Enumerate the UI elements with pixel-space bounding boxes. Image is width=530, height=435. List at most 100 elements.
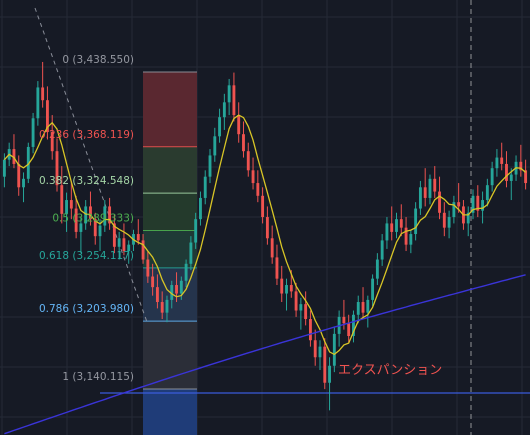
candle-body bbox=[285, 285, 288, 294]
candle-body bbox=[409, 234, 413, 245]
candle-body bbox=[2, 159, 6, 177]
candle-body bbox=[98, 225, 102, 237]
candle-body bbox=[232, 85, 236, 116]
candle-body bbox=[26, 146, 30, 179]
candle-body bbox=[45, 100, 49, 133]
candle-body bbox=[170, 285, 174, 300]
candle-body bbox=[141, 240, 145, 260]
candle-body bbox=[457, 202, 461, 207]
candle-body bbox=[438, 191, 441, 213]
candle-body bbox=[280, 278, 284, 294]
fib-level-label: 0.236 (3,368.119) bbox=[39, 129, 134, 141]
candle-body bbox=[261, 195, 265, 218]
candle-body bbox=[112, 223, 116, 247]
candle-body bbox=[447, 217, 451, 228]
candle-body bbox=[227, 85, 231, 103]
candle-body bbox=[12, 149, 16, 164]
candle-body bbox=[342, 316, 346, 324]
fib-zone bbox=[143, 321, 197, 389]
candle-body bbox=[371, 278, 375, 300]
candle-body bbox=[481, 200, 485, 211]
candle-body bbox=[414, 208, 418, 235]
candle-body bbox=[265, 217, 269, 239]
candle-body bbox=[375, 259, 379, 279]
fib-extension-zone bbox=[143, 389, 197, 435]
candle-body bbox=[495, 157, 499, 169]
candle-body bbox=[199, 197, 202, 220]
candle-body bbox=[299, 304, 303, 311]
candle-body bbox=[184, 263, 188, 281]
fib-zone bbox=[143, 230, 197, 268]
candle-body bbox=[347, 323, 351, 337]
candle-body bbox=[256, 183, 260, 196]
candle-body bbox=[399, 219, 403, 228]
moving-average-long bbox=[4, 274, 526, 435]
fib-level-label: 0 (3,438.550) bbox=[62, 54, 134, 66]
fib-level-label: 0.786 (3,203.980) bbox=[39, 303, 134, 315]
candle-body bbox=[433, 178, 437, 192]
candle-body bbox=[275, 257, 279, 279]
fib-zone bbox=[143, 72, 197, 147]
candle-body bbox=[65, 200, 68, 214]
candle-body bbox=[22, 178, 25, 188]
fibonacci-retracement bbox=[143, 71, 197, 435]
candle-body bbox=[155, 287, 159, 303]
candle-body bbox=[270, 238, 274, 258]
candle-body bbox=[237, 115, 241, 135]
candle-body bbox=[103, 206, 107, 226]
candle-body bbox=[160, 302, 164, 313]
candle-body bbox=[151, 276, 155, 288]
candle-body bbox=[194, 219, 198, 243]
candle-body bbox=[356, 302, 360, 315]
candle-body bbox=[208, 155, 212, 177]
candle-body bbox=[55, 151, 59, 186]
fib-level-label: 0.382 (3,324.548) bbox=[39, 175, 134, 187]
candle-body bbox=[509, 174, 513, 181]
candle-body bbox=[36, 87, 40, 119]
fib-level-label: 0.5 (3,289.333) bbox=[52, 212, 134, 224]
candle-body bbox=[471, 195, 475, 213]
candle-body bbox=[318, 346, 322, 358]
candle-body bbox=[179, 280, 183, 294]
candle-body bbox=[50, 132, 54, 152]
candle-body bbox=[505, 163, 508, 181]
candle-body bbox=[213, 136, 217, 156]
candle-body bbox=[289, 285, 293, 292]
candle-body bbox=[332, 333, 336, 366]
moving-average-short bbox=[3, 114, 527, 356]
candle-body bbox=[69, 200, 73, 209]
candle-body bbox=[93, 219, 97, 237]
candle-body bbox=[89, 206, 92, 220]
candle-body bbox=[500, 157, 504, 164]
candle-body bbox=[423, 187, 427, 198]
candle-body bbox=[203, 176, 207, 198]
fib-zone bbox=[143, 267, 197, 322]
candle-body bbox=[304, 304, 308, 320]
candle-body bbox=[308, 319, 312, 341]
candle-body bbox=[79, 223, 83, 232]
candle-body bbox=[466, 212, 470, 224]
candle-body bbox=[146, 259, 150, 277]
candle-body bbox=[404, 227, 408, 245]
candle-body bbox=[31, 118, 35, 147]
candle-body bbox=[222, 102, 226, 118]
candle-body bbox=[352, 314, 355, 337]
candle-body bbox=[108, 206, 112, 224]
fib-zone bbox=[143, 193, 197, 231]
candle-body bbox=[442, 212, 446, 228]
candle-body bbox=[294, 291, 298, 311]
candle-body bbox=[519, 161, 523, 171]
candle-body bbox=[41, 87, 45, 101]
candle-body bbox=[122, 238, 126, 252]
fib-labels: 0 (3,438.550) 0.236 (3,368.119) 0.382 (3,3… bbox=[39, 54, 134, 383]
candle-body bbox=[476, 195, 480, 211]
candle-body bbox=[251, 170, 255, 184]
annotation-text: エクスパンション bbox=[338, 363, 442, 378]
candle-body bbox=[380, 240, 384, 260]
candle-body bbox=[418, 187, 422, 209]
fib-level-label: 1 (3,140.115) bbox=[62, 371, 134, 383]
candle-body bbox=[428, 178, 432, 198]
candle-body bbox=[175, 285, 178, 294]
